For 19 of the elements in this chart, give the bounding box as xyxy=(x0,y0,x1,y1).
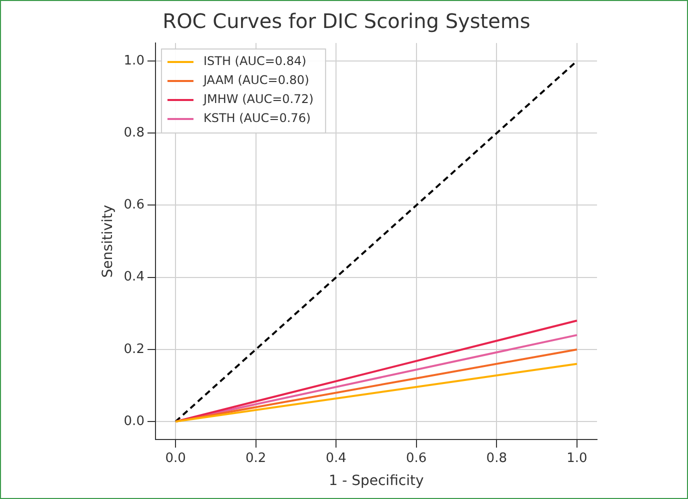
y-tick-label: 1.0 xyxy=(124,53,144,68)
x-tick-label: 1.0 xyxy=(566,450,588,466)
y-tick-label: 0.2 xyxy=(124,342,144,357)
x-axis-title: 1 - Specificity xyxy=(328,473,424,490)
legend-label: KSTH (AUC=0.76) xyxy=(203,111,311,126)
x-tick-label: 0.0 xyxy=(165,450,186,466)
legend-label: JAAM (AUC=0.80) xyxy=(202,73,310,88)
y-tick-label: 0.6 xyxy=(124,198,144,213)
x-tick-label: 0.4 xyxy=(326,450,346,466)
chart-title: ROC Curves for DIC Scoring Systems xyxy=(162,9,530,34)
y-tick-label: 0.0 xyxy=(124,414,144,429)
legend-label: JMHW (AUC=0.72) xyxy=(202,92,314,106)
y-axis-title: Sensitivity xyxy=(100,204,116,278)
x-tick-label: 0.2 xyxy=(245,450,266,466)
y-tick-label: 0.4 xyxy=(124,270,144,285)
x-tick-label: 0.6 xyxy=(406,450,427,466)
x-tick-label: 0.8 xyxy=(486,450,507,466)
legend-label: ISTH (AUC=0.84) xyxy=(203,54,306,68)
y-tick-label: 0.8 xyxy=(124,126,144,141)
